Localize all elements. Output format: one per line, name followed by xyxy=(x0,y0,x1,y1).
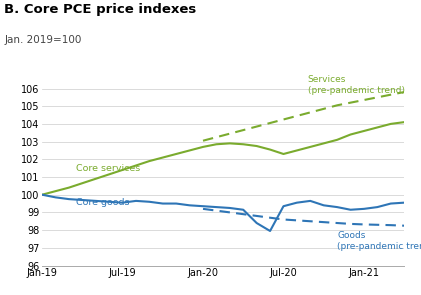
Text: Jan. 2019=100: Jan. 2019=100 xyxy=(4,35,82,45)
Text: Goods
(pre-pandemic trend): Goods (pre-pandemic trend) xyxy=(337,231,421,251)
Text: Services
(pre-pandemic trend): Services (pre-pandemic trend) xyxy=(308,75,405,95)
Text: Core services: Core services xyxy=(76,164,140,173)
Text: B. Core PCE price indexes: B. Core PCE price indexes xyxy=(4,3,197,16)
Text: Core goods: Core goods xyxy=(76,198,129,207)
